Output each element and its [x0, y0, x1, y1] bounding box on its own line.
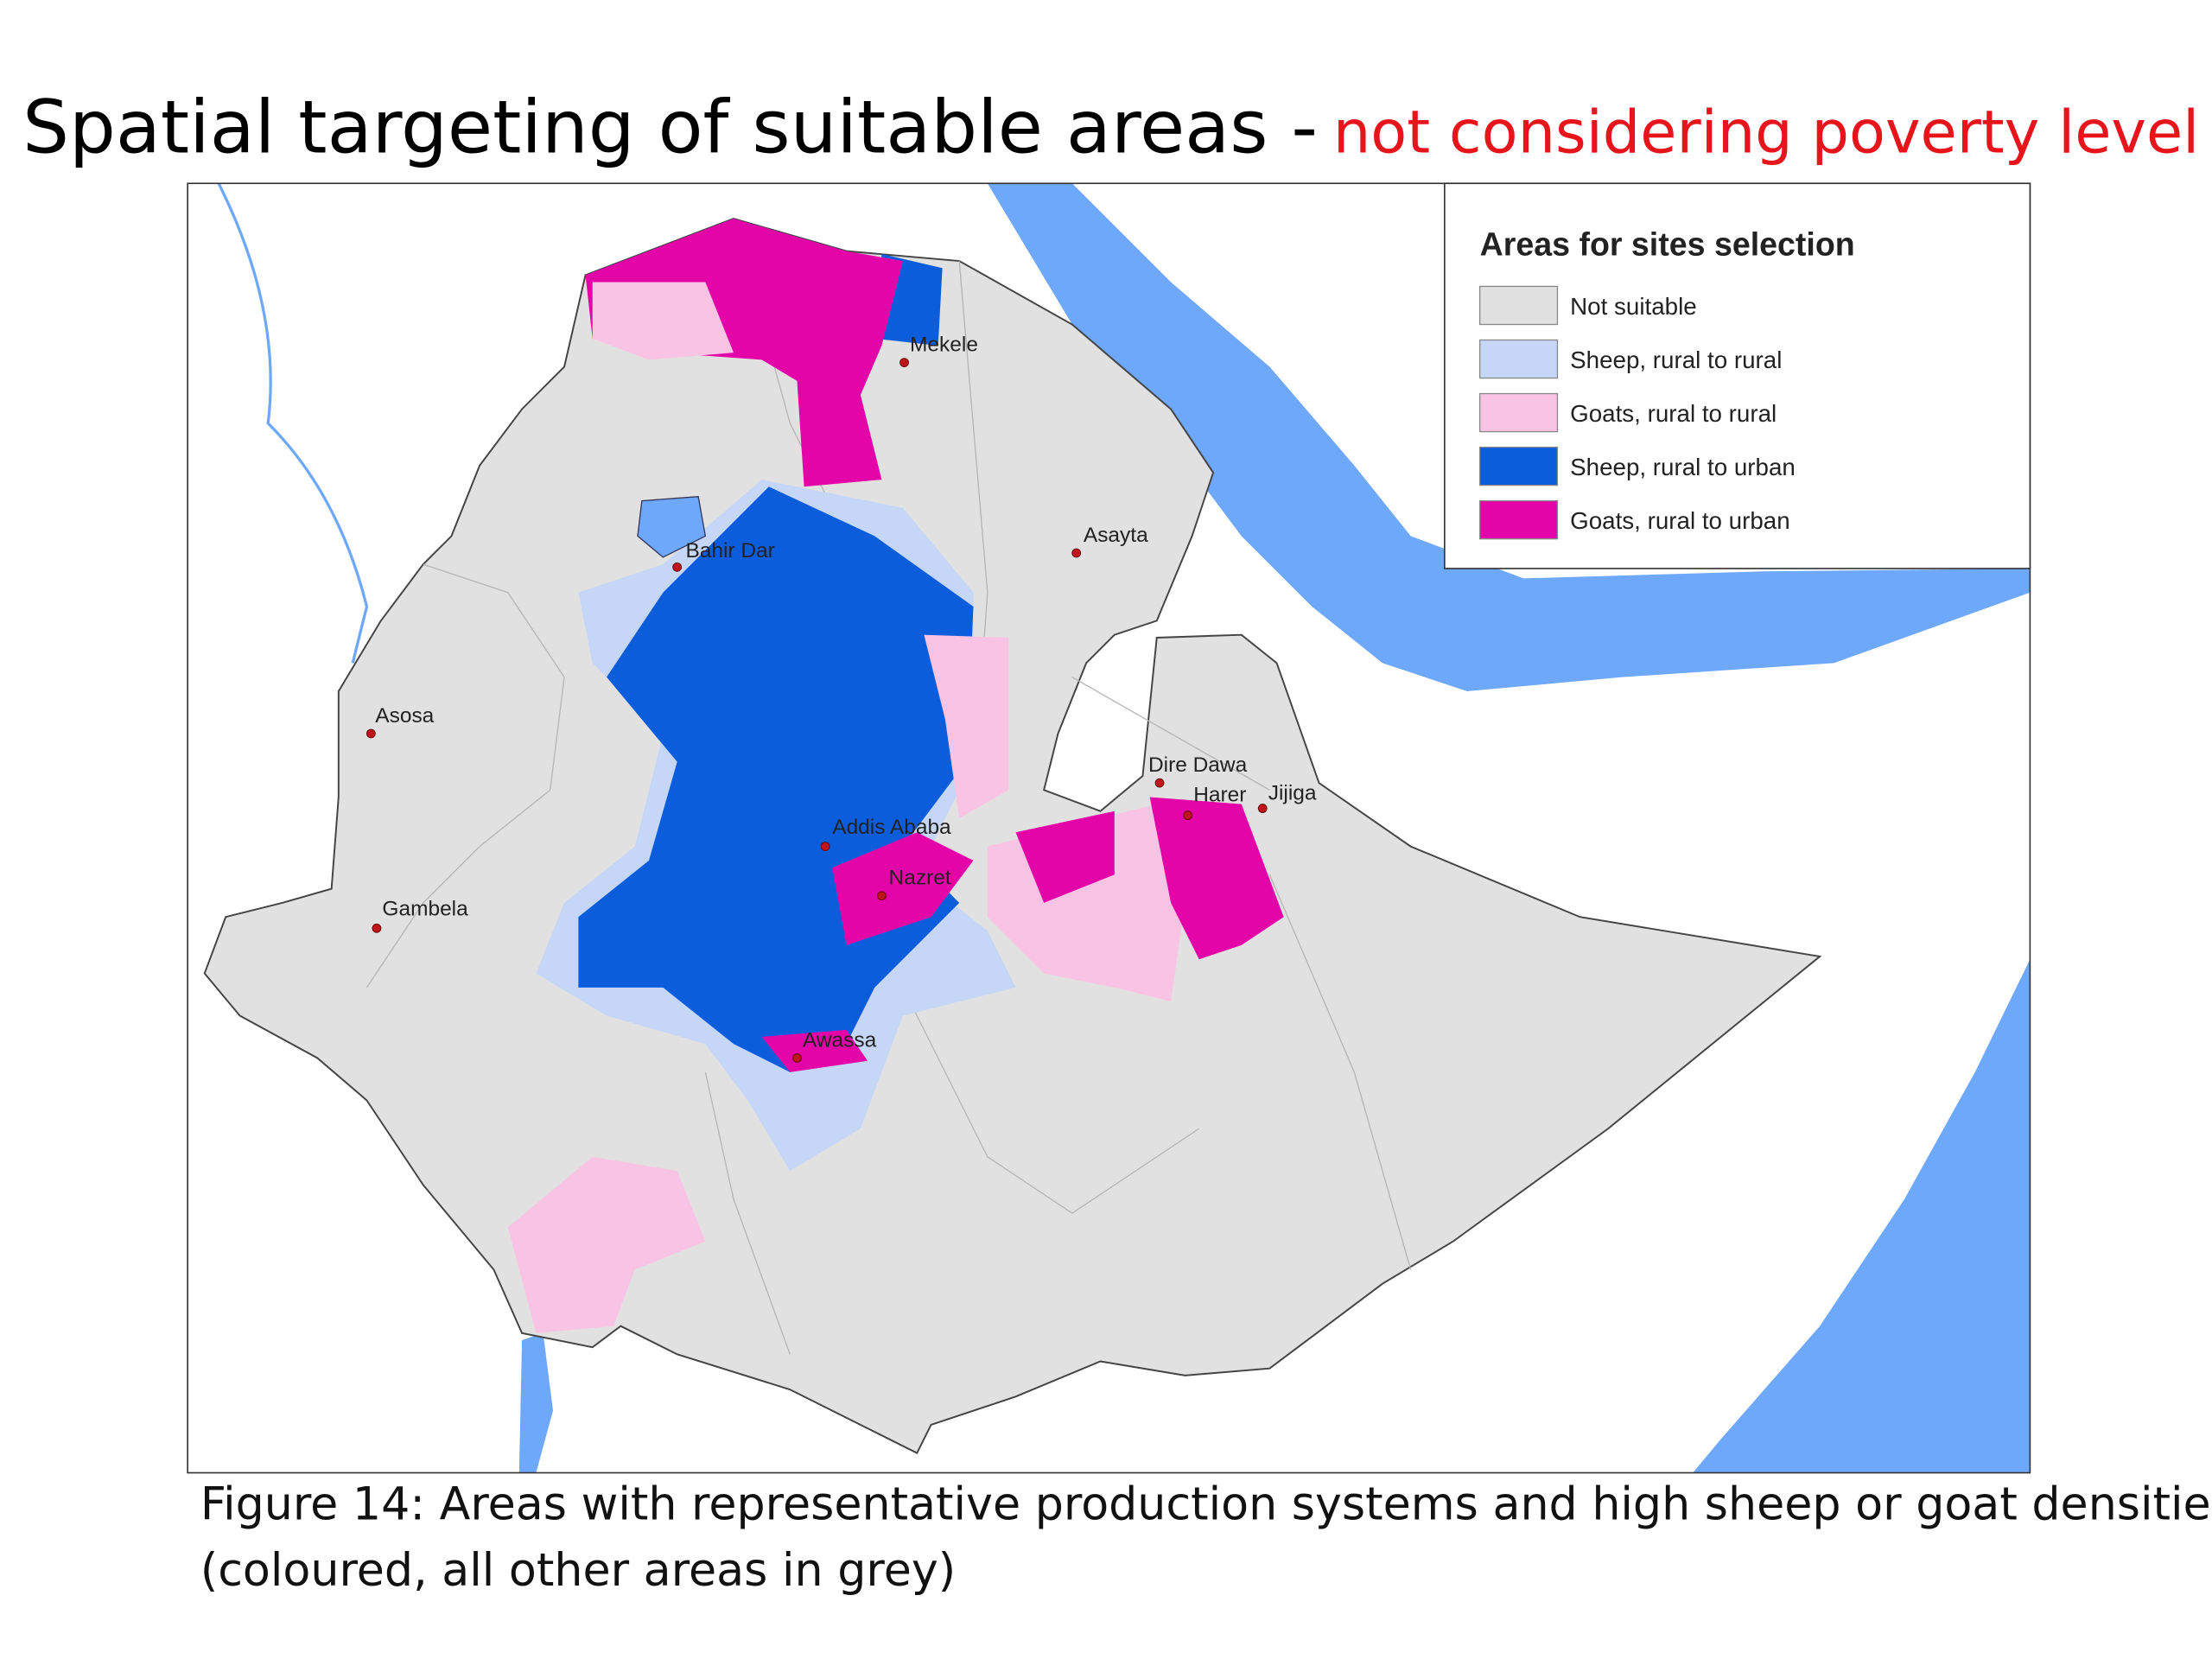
cities: Mekele Bahir Dar Asayta Asosa Dire Dawa …: [366, 334, 1317, 1063]
legend-swatch: [1479, 392, 1559, 433]
legend-label: Not suitable: [1570, 293, 1697, 320]
caption-line: Figure 14: Areas with representative pro…: [200, 1478, 2212, 1530]
city-label: Bahir Dar: [685, 539, 774, 563]
legend-swatch: [1479, 339, 1559, 379]
country: [203, 218, 1822, 1454]
city-label: Dire Dawa: [1148, 753, 1248, 777]
river: [217, 183, 369, 664]
sea: [987, 183, 2031, 692]
region-borders: [365, 218, 1412, 1355]
goats-rural-rural: [507, 1156, 706, 1333]
city-label: Addis Ababa: [832, 816, 951, 839]
city-dot: [899, 358, 909, 367]
goats-rural-urban: [761, 832, 974, 1072]
city-label: Nazret: [889, 867, 951, 890]
title: Spatial targeting of suitable areas -: [22, 85, 1318, 170]
goats-rural-urban: [1015, 797, 1284, 960]
subtitle: not considering poverty level: [1333, 98, 2199, 167]
city-label: Awassa: [803, 1028, 877, 1052]
city-dot: [366, 728, 376, 739]
legend-label: Goats, rural to urban: [1570, 507, 1790, 534]
legend-label: Sheep, rural to urban: [1570, 454, 1796, 480]
goats-rural-rural: [592, 282, 734, 360]
city-label: Gambela: [382, 898, 468, 921]
legend-swatch: [1479, 446, 1559, 486]
city-dot: [1071, 548, 1082, 558]
city-dot: [1154, 778, 1165, 788]
city-label: Jijiga: [1268, 782, 1317, 805]
city-dot: [672, 562, 683, 572]
city-dot: [792, 1053, 802, 1063]
city-label: Mekele: [910, 334, 978, 357]
lake: [518, 1332, 553, 1473]
legend: Areas for sites selection Not suitable Sh…: [1444, 182, 2031, 569]
map-frame: [187, 182, 2031, 1474]
ocean: [1693, 959, 2031, 1473]
map: Mekele Bahir Dar Asayta Asosa Dire Dawa …: [187, 182, 2031, 1474]
legend-label: Goats, rural to rural: [1570, 400, 1777, 427]
legend-swatch: [1479, 285, 1559, 326]
lake-tana: [637, 495, 707, 558]
legend-swatch: [1479, 499, 1559, 540]
city-dot: [820, 842, 830, 851]
caption-line: (coloured, all other areas in grey): [200, 1545, 956, 1597]
goats-rural-rural: [924, 634, 1009, 818]
city-dot: [877, 891, 887, 901]
legend-title: Areas for sites selection: [1480, 226, 1855, 263]
city-label: Harer: [1193, 783, 1246, 806]
city-dot: [1257, 804, 1268, 813]
legend-label: Sheep, rural to rural: [1570, 346, 1782, 373]
city-dot: [372, 923, 382, 933]
city-label: Asayta: [1084, 524, 1148, 547]
city-dot: [1183, 810, 1193, 821]
city-label: Asosa: [375, 704, 434, 728]
